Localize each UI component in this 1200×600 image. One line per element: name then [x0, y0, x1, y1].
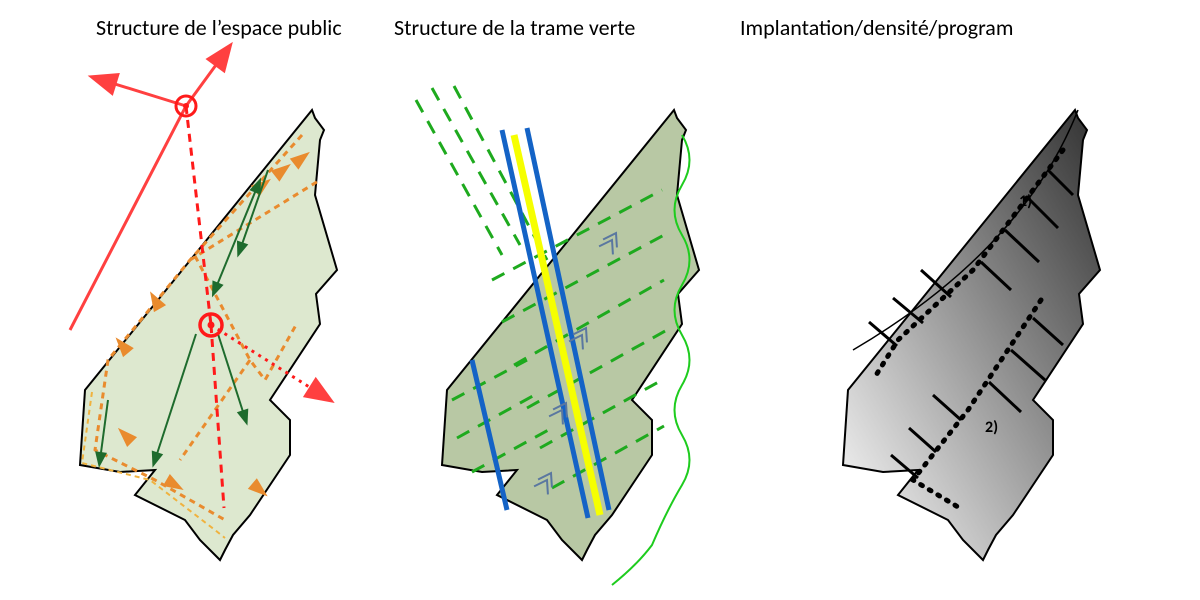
panel3-label-1: 1) — [1019, 192, 1032, 211]
diagram-canvas: 1) 2) — [0, 0, 1200, 600]
panel2 — [416, 86, 699, 585]
red-node-mid-dot — [208, 322, 215, 329]
red-node-top-dot — [183, 103, 189, 109]
panel1 — [70, 54, 337, 560]
panel3: 1) 2) — [843, 110, 1100, 560]
panel3-shape — [843, 110, 1100, 560]
panel3-label-2: 2) — [985, 418, 998, 437]
